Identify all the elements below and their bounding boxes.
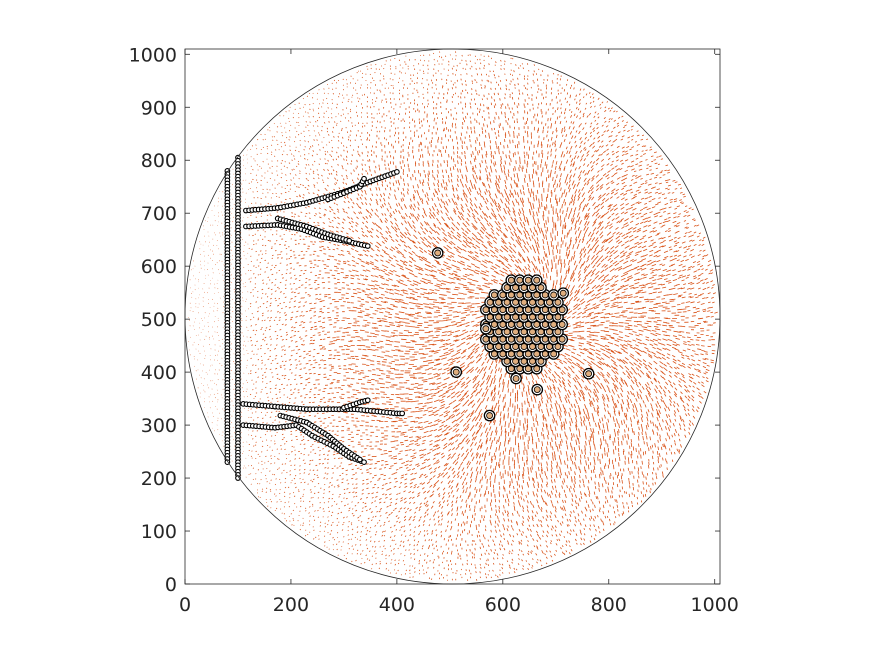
upper-branch-inner xyxy=(274,215,353,244)
y-tick-label: 600 xyxy=(141,256,177,278)
y-tick-label: 400 xyxy=(141,362,177,384)
structure-cell xyxy=(364,397,371,404)
y-tick-label: 200 xyxy=(141,468,177,490)
structure-cell xyxy=(356,456,363,463)
y-tick-label: 300 xyxy=(141,415,177,437)
x-tick-label: 200 xyxy=(273,594,309,616)
y-tick-label: 800 xyxy=(141,150,177,172)
cell-marker xyxy=(488,289,501,301)
y-tick-label: 100 xyxy=(141,521,177,543)
cell-marker xyxy=(431,247,444,259)
structure-cell xyxy=(399,410,406,417)
cell-marker xyxy=(505,274,518,287)
structure-cell xyxy=(361,175,367,182)
y-tick-label: 700 xyxy=(141,203,177,225)
domain-boundary-circle xyxy=(184,48,721,585)
y-tick-label: 1000 xyxy=(129,44,177,66)
cell-marker xyxy=(530,274,543,287)
cell-marker xyxy=(531,383,544,396)
vector-field xyxy=(187,51,718,582)
cell-marker xyxy=(510,372,522,385)
cell-marker xyxy=(582,367,595,380)
lower-branch-top xyxy=(240,401,406,417)
structure-cell xyxy=(364,243,371,249)
cell-marker xyxy=(483,409,496,422)
structure-cell xyxy=(394,169,400,175)
y-tick-label: 0 xyxy=(165,574,177,596)
trunk xyxy=(235,154,241,481)
upper-branch-top xyxy=(243,169,400,214)
y-tick-label: 500 xyxy=(141,309,177,331)
axes-box xyxy=(184,48,721,585)
lower-branch-bottom xyxy=(240,422,367,466)
tissue-structures xyxy=(224,154,406,481)
y-axis: 0 100 200 300 400 500 600 700 800 900 1000 xyxy=(129,44,720,596)
x-tick-label: 400 xyxy=(379,594,415,616)
cell-marker xyxy=(547,289,560,301)
x-axis: 0 200 400 600 800 1000 xyxy=(179,49,739,616)
lower-branch-inner xyxy=(277,412,363,463)
x-tick-label: 0 xyxy=(179,594,191,616)
x-tick-label: 1000 xyxy=(691,594,739,616)
x-tick-label: 800 xyxy=(591,594,627,616)
x-tick-label: 600 xyxy=(485,594,521,616)
lower-branch-spur xyxy=(341,397,371,411)
cell-marker xyxy=(450,366,463,378)
upper-branch-spur xyxy=(325,175,367,203)
cell-marker xyxy=(557,287,570,300)
left-bar xyxy=(224,167,231,466)
cell-marker xyxy=(480,322,492,335)
structure-cell xyxy=(346,237,353,244)
cell-cluster xyxy=(431,247,595,422)
structure-cell xyxy=(361,459,367,466)
vector-field-arrows xyxy=(187,51,718,582)
y-tick-label: 900 xyxy=(141,97,177,119)
